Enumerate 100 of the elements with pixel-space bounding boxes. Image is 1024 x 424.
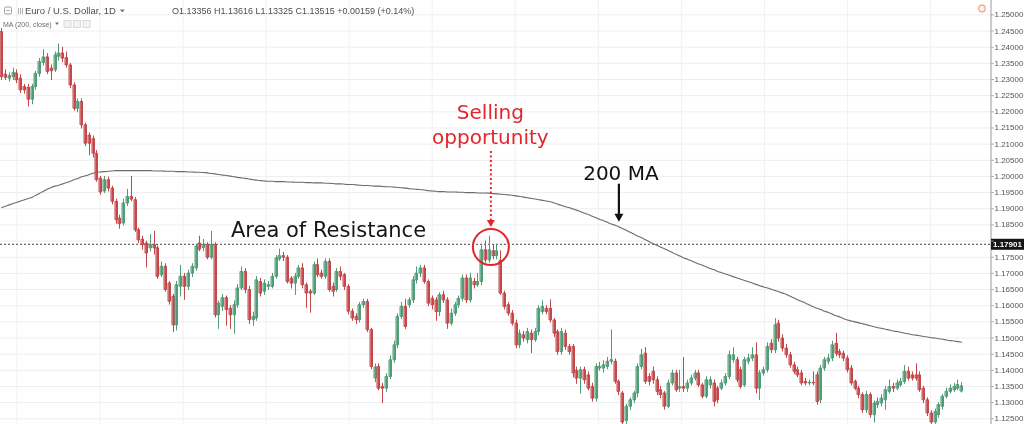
- y-tick-label: 1.23000: [994, 75, 1024, 84]
- candlestick: [160, 261, 163, 278]
- y-tick-label: 1.22000: [994, 107, 1024, 117]
- candlestick: [831, 340, 834, 362]
- candlestick: [869, 392, 872, 418]
- candlestick: [438, 292, 441, 316]
- y-tick-label: 1.18500: [994, 220, 1024, 230]
- candlestick: [27, 83, 30, 107]
- candlestick: [358, 301, 361, 323]
- candlestick: [469, 272, 472, 303]
- candlestick: [473, 277, 476, 289]
- y-tick-label: 1.16500: [994, 285, 1024, 295]
- annotation: 200 MA: [583, 160, 659, 185]
- y-tick-label: 1.22500: [994, 91, 1024, 101]
- candlestick: [484, 240, 487, 263]
- candlestick: [956, 379, 959, 391]
- candlestick: [770, 339, 773, 354]
- candlestick: [644, 347, 647, 384]
- candlestick: [816, 371, 819, 405]
- candlestick: [198, 235, 201, 252]
- candlestick: [949, 384, 952, 394]
- candlestick: [896, 379, 899, 391]
- candlestick: [492, 243, 495, 260]
- candlestick: [663, 390, 666, 410]
- candlestick: [610, 329, 613, 365]
- candlestick: [903, 365, 906, 384]
- candlestick: [103, 175, 106, 194]
- candlestick: [12, 67, 15, 80]
- candlestick: [751, 347, 754, 362]
- candlestick: [705, 376, 708, 399]
- candlestick: [758, 369, 761, 400]
- candlestick: [76, 98, 79, 113]
- candlestick: [145, 240, 148, 268]
- y-tick-label: 1.20500: [994, 155, 1024, 165]
- y-tick-label: 1.21000: [994, 139, 1024, 149]
- candlestick: [526, 327, 529, 344]
- candlestick: [892, 382, 895, 392]
- candlestick: [435, 297, 438, 321]
- y-tick-label: 1.24500: [994, 26, 1024, 36]
- y-tick-label: 1.15000: [994, 333, 1024, 343]
- y-tick-label: 1.14000: [994, 365, 1024, 375]
- candlestick: [682, 356, 685, 392]
- y-tick-label: 1.16000: [994, 301, 1024, 311]
- candlestick: [335, 268, 338, 292]
- candlestick: [8, 72, 11, 82]
- candlestick: [206, 242, 209, 260]
- candlestick: [263, 279, 266, 295]
- candlestick: [518, 329, 521, 349]
- candlestick: [210, 230, 213, 260]
- candlestick: [324, 258, 327, 279]
- candlestick: [465, 274, 468, 303]
- candlestick: [374, 363, 377, 383]
- y-tick-label: 1.24000: [994, 42, 1024, 52]
- candlestick: [560, 327, 563, 355]
- candlestick: [530, 329, 533, 354]
- candlestick: [960, 382, 963, 393]
- y-tick-label: 1.14500: [994, 349, 1024, 359]
- candlestick: [621, 390, 624, 424]
- candlestick: [404, 298, 407, 329]
- candlestick: [225, 295, 228, 326]
- candlestick: [313, 261, 316, 295]
- y-tick-label: 1.19000: [994, 204, 1024, 214]
- y-tick-label: 1.13000: [994, 398, 1024, 408]
- candlestick: [835, 332, 838, 357]
- text: Euro / U.S. Dollar, 1D: [25, 4, 116, 16]
- candlestick: [873, 400, 876, 423]
- y-tick-label: 1.25000: [994, 10, 1024, 20]
- candlestick: [495, 243, 498, 260]
- y-tick-label: 1.17000: [994, 268, 1024, 278]
- candlestick: [678, 369, 681, 392]
- candlestick: [259, 277, 262, 297]
- candlestick: [713, 379, 716, 407]
- candlestick: [316, 258, 319, 278]
- y-tick-label: 1.15500: [994, 317, 1024, 327]
- candlestick: [774, 318, 777, 354]
- candlestick: [522, 331, 525, 342]
- candlestick: [202, 238, 205, 252]
- text: O1.13356 H1.13616 L1.13325 C1.13515 +0.00159 (+0.14%): [172, 5, 415, 16]
- candlestick: [488, 235, 491, 263]
- candlestick: [766, 342, 769, 373]
- y-tick-label: 1.20000: [994, 171, 1024, 181]
- candlestick: [686, 379, 689, 392]
- candlestick: [865, 390, 868, 413]
- candlestick: [755, 342, 758, 394]
- candlestick: [579, 366, 582, 394]
- candlestick: [808, 379, 811, 386]
- y-tick-label: 1.17500: [994, 252, 1024, 262]
- candlestick: [953, 382, 956, 392]
- candlestick: [743, 356, 746, 388]
- y-tick-label: 1.23500: [994, 58, 1024, 68]
- candlestick: [907, 366, 910, 381]
- y-tick-label: 1.12500: [994, 414, 1024, 424]
- candlestick: [675, 369, 678, 392]
- candlestick: [183, 272, 186, 300]
- y-tick-label: 1.19500: [994, 188, 1024, 198]
- annotation: Selling opportunity: [432, 100, 549, 149]
- y-tick-label: 1.13500: [994, 382, 1024, 392]
- y-tick-label: 1.21500: [994, 123, 1024, 133]
- candlestick: [602, 360, 605, 373]
- candlestick: [595, 363, 598, 402]
